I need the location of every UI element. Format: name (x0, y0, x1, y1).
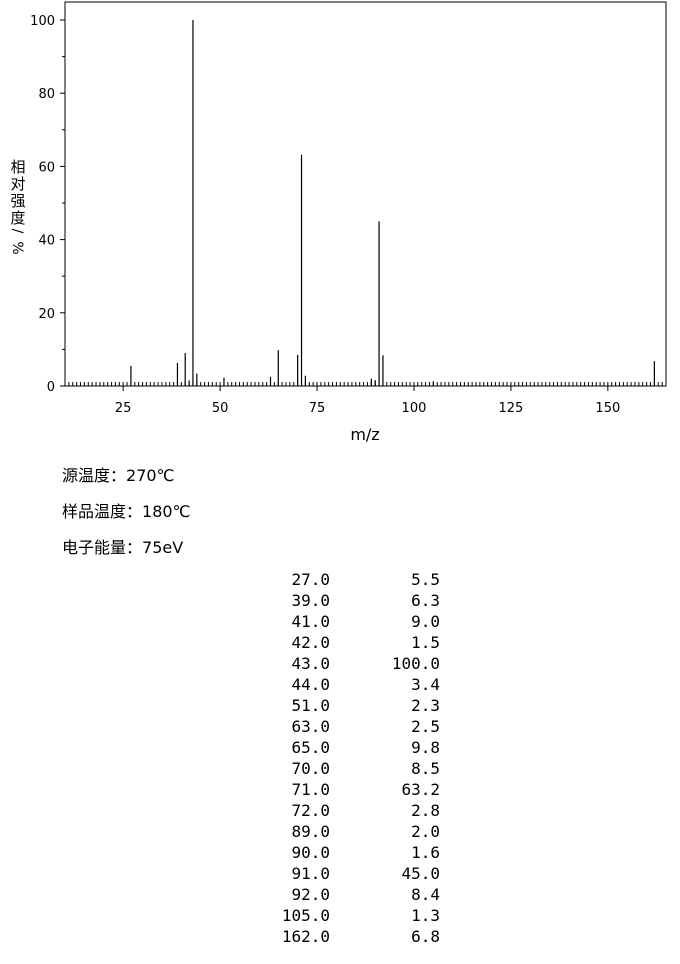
y-axis-label-char: % (9, 241, 25, 254)
table-cell-mz: 91.0 (291, 864, 330, 883)
y-axis-ticks: 0 20 40 60 80 100 (30, 14, 65, 395)
x-tick-label: 100 (402, 401, 427, 416)
y-tick-label: 60 (38, 160, 55, 175)
table-cell-intensity: 9.0 (411, 612, 440, 631)
y-axis-label-char: 对 (10, 175, 25, 193)
x-minor-ticks (64, 382, 667, 386)
table-cell-mz: 43.0 (291, 654, 330, 673)
source-temperature: 源温度：270℃ (62, 462, 175, 486)
y-axis-label-char: / (9, 229, 25, 234)
table-row: 90.0 1.6 (0, 842, 680, 863)
table-row: 72.0 2.8 (0, 800, 680, 821)
table-cell-mz: 39.0 (291, 591, 330, 610)
y-tick-label: 100 (30, 14, 55, 29)
table-cell-mz: 72.0 (291, 801, 330, 820)
sample-temperature-value: 180℃ (142, 502, 191, 521)
plot-frame (64, 1, 667, 387)
table-row: 27.0 5.5 (0, 569, 680, 590)
table-cell-mz: 51.0 (291, 696, 330, 715)
y-axis-label-char: 相 (10, 158, 25, 176)
electron-energy: 电子能量：75eV (62, 534, 183, 558)
table-row: 91.0 45.0 (0, 863, 680, 884)
x-tick-label: 125 (498, 401, 523, 416)
table-cell-mz: 71.0 (291, 780, 330, 799)
table-row: 105.0 1.3 (0, 905, 680, 926)
table-cell-intensity: 2.5 (411, 717, 440, 736)
table-row: 43.0 100.0 (0, 653, 680, 674)
table-cell-intensity: 9.8 (411, 738, 440, 757)
table-row: 63.0 2.5 (0, 716, 680, 737)
peaks (130, 20, 655, 386)
table-cell-intensity: 1.3 (411, 906, 440, 925)
electron-energy-value: 75eV (142, 538, 184, 557)
table-cell-mz: 89.0 (291, 822, 330, 841)
table-cell-intensity: 63.2 (401, 780, 440, 799)
source-temperature-value: 270℃ (126, 466, 175, 485)
table-cell-intensity: 6.3 (411, 591, 440, 610)
sample-temperature: 样品温度：180℃ (62, 498, 191, 522)
y-tick-label: 40 (38, 234, 55, 249)
table-row: 92.0 8.4 (0, 884, 680, 905)
y-tick-label: 80 (38, 87, 55, 102)
table-cell-intensity: 8.4 (411, 885, 440, 904)
table-row: 65.0 9.8 (0, 737, 680, 758)
table-row: 162.0 6.8 (0, 926, 680, 947)
table-cell-mz: 41.0 (291, 612, 330, 631)
electron-energy-label: 电子能量： (62, 538, 143, 557)
y-axis-label-char: 度 (10, 209, 25, 227)
table-row: 44.0 3.4 (0, 674, 680, 695)
table-cell-intensity: 2.8 (411, 801, 440, 820)
table-cell-intensity: 100.0 (391, 654, 440, 673)
table-row: 41.0 9.0 (0, 611, 680, 632)
x-tick-label: 50 (212, 401, 229, 416)
table-cell-intensity: 5.5 (411, 570, 440, 589)
y-tick-label: 0 (47, 380, 55, 395)
x-axis-ticks: 25 50 75 100 125 150 (115, 386, 620, 416)
table-cell-intensity: 8.5 (411, 759, 440, 778)
table-cell-mz: 90.0 (291, 843, 330, 862)
x-axis-label: m/z (350, 425, 379, 444)
table-cell-mz: 65.0 (291, 738, 330, 757)
table-row: 39.0 6.3 (0, 590, 680, 611)
table-cell-mz: 162.0 (281, 927, 330, 946)
table-cell-mz: 27.0 (291, 570, 330, 589)
table-cell-intensity: 1.6 (411, 843, 440, 862)
table-row: 71.0 63.2 (0, 779, 680, 800)
table-cell-mz: 44.0 (291, 675, 330, 694)
x-tick-label: 75 (309, 401, 326, 416)
table-row: 70.0 8.5 (0, 758, 680, 779)
x-tick-label: 25 (115, 401, 132, 416)
sample-temperature-label: 样品温度： (62, 502, 143, 521)
table-cell-mz: 63.0 (291, 717, 330, 736)
x-tick-label: 150 (595, 401, 620, 416)
table-cell-intensity: 1.5 (411, 633, 440, 652)
table-cell-intensity: 45.0 (401, 864, 440, 883)
table-row: 89.0 2.0 (0, 821, 680, 842)
y-axis-label-char: 强 (10, 192, 25, 210)
table-row: 42.0 1.5 (0, 632, 680, 653)
table-cell-mz: 42.0 (291, 633, 330, 652)
table-cell-mz: 92.0 (291, 885, 330, 904)
table-row: 51.0 2.3 (0, 695, 680, 716)
source-temperature-label: 源温度： (62, 466, 127, 485)
y-tick-label: 20 (38, 307, 55, 322)
table-cell-mz: 70.0 (291, 759, 330, 778)
table-cell-intensity: 2.0 (411, 822, 440, 841)
table-cell-intensity: 3.4 (411, 675, 440, 694)
table-cell-intensity: 6.8 (411, 927, 440, 946)
table-cell-intensity: 2.3 (411, 696, 440, 715)
table-cell-mz: 105.0 (281, 906, 330, 925)
